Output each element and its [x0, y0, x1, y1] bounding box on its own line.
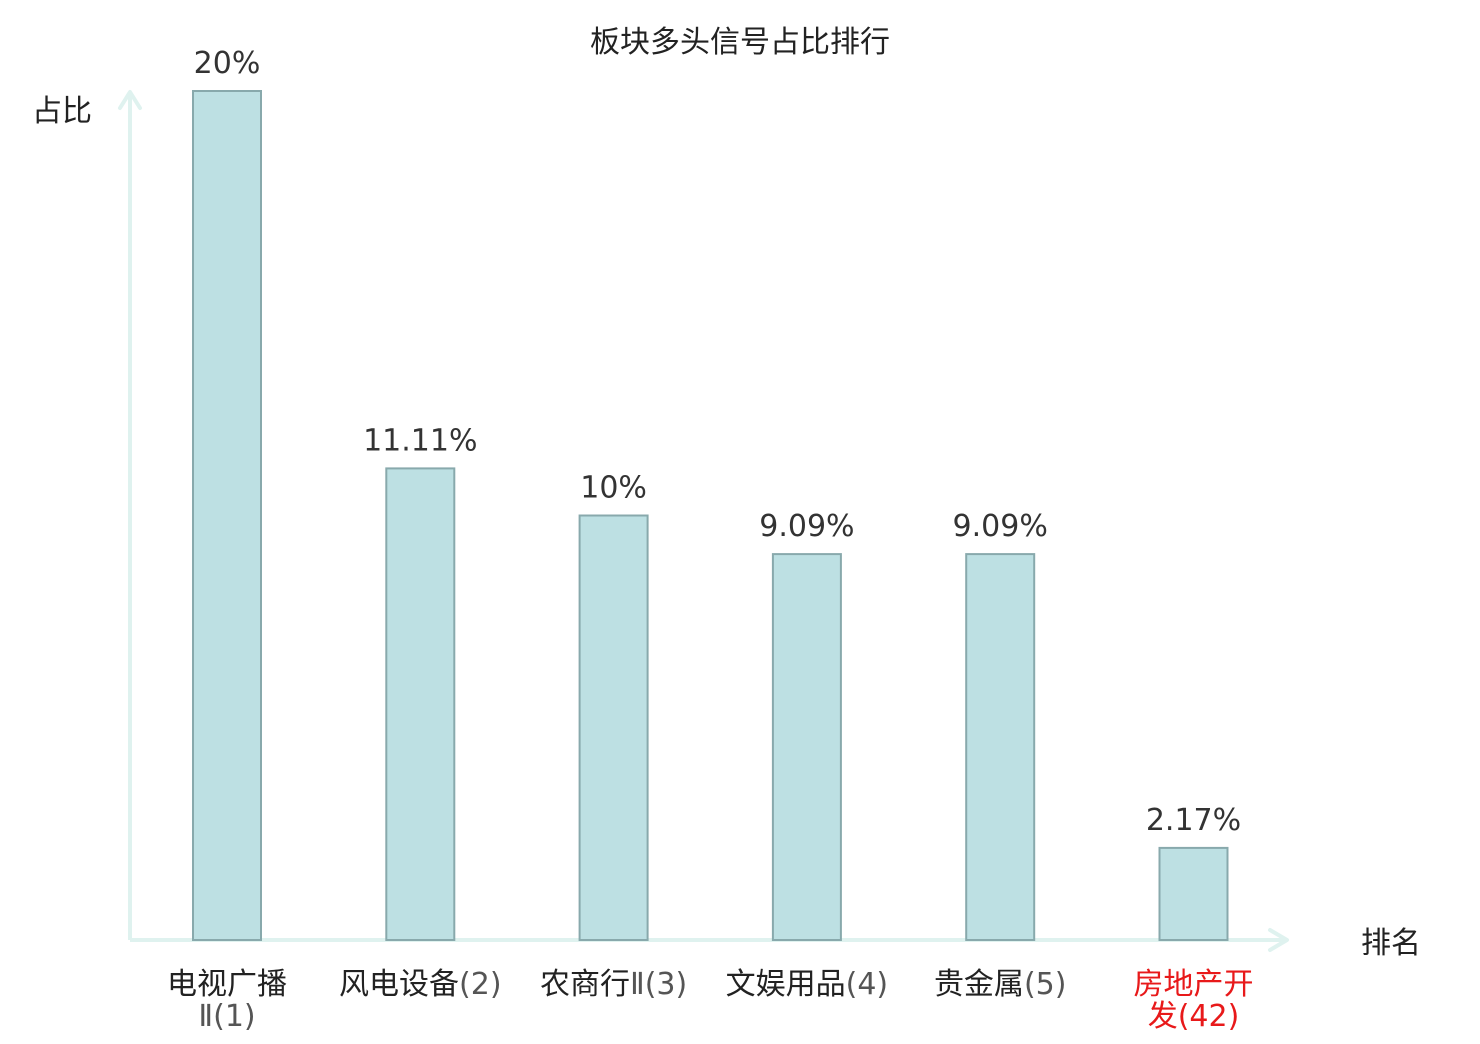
y-axis-label: 占比: [32, 94, 92, 129]
category-label-6: 房地产开发(42): [1134, 967, 1254, 1034]
category-label-5: 贵金属(5): [934, 967, 1066, 1002]
bar-value-label-1: 20%: [194, 46, 261, 81]
bar-value-label-3: 10%: [580, 471, 647, 506]
bar-1: [192, 90, 262, 941]
bar-5: [965, 553, 1036, 941]
bar-value-label-4: 9.09%: [759, 509, 854, 544]
category-labels-group: 电视广播 Ⅱ(1) 风电设备(2) 农商行Ⅱ(3) 文娱用品(4) 贵金属(5) 房地产开发…: [167, 967, 1254, 1034]
bar-value-label-5: 9.09%: [953, 509, 1048, 544]
category-label-1: 电视广播 Ⅱ(1): [167, 967, 287, 1034]
x-axis-arrow-icon: [1268, 928, 1289, 952]
axes: [118, 90, 1289, 952]
bar-3: [578, 514, 649, 941]
bar-value-label-6: 2.17%: [1146, 803, 1241, 838]
bars-group: [192, 90, 1229, 942]
bar-value-label-2: 11.11%: [363, 423, 477, 458]
category-label-4: 文娱用品(4): [726, 967, 889, 1002]
category-label-3: 农商行Ⅱ(3): [540, 967, 687, 1002]
chart-title: 板块多头信号占比排行: [590, 25, 890, 60]
value-labels-group: 20% 11.11% 10% 9.09% 9.09% 2.17%: [194, 46, 1242, 838]
category-label-2: 风电设备(2): [339, 967, 502, 1002]
x-axis-label: 排名: [1361, 926, 1421, 961]
bar-2: [385, 467, 456, 941]
bar-4: [771, 553, 842, 941]
bar-6: [1158, 846, 1229, 942]
y-axis-arrow-icon: [118, 90, 142, 110]
